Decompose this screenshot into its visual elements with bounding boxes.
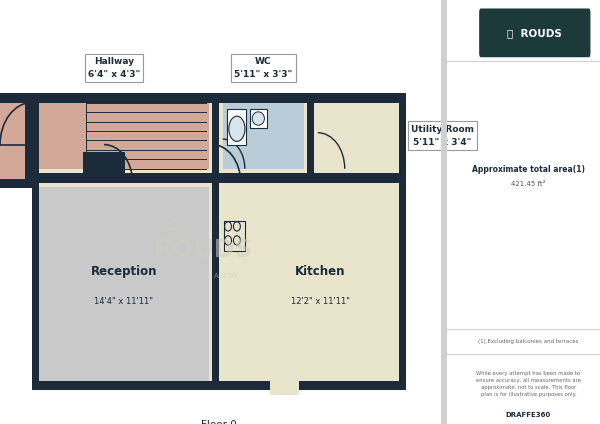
Bar [38,103,399,381]
Bar [270,381,299,395]
Text: 421.45 ft²: 421.45 ft² [511,181,546,187]
Text: Utility Room
5'11" x 3'4": Utility Room 5'11" x 3'4" [410,125,474,147]
Text: Hallway
6'4" x 4'3": Hallway 6'4" x 4'3" [88,57,140,79]
Bar [32,173,406,183]
FancyBboxPatch shape [479,8,590,57]
Text: Kitchen: Kitchen [295,265,346,278]
Text: DRAFFE360: DRAFFE360 [506,412,551,418]
Text: 12'2" x 11'11": 12'2" x 11'11" [291,296,350,306]
Bar [441,0,448,424]
Text: (1) Excluding balconies and terraces: (1) Excluding balconies and terraces [478,339,579,344]
Text: YOUR LOCAL AGENT: YOUR LOCAL AGENT [168,273,238,279]
Text: ROUDS: ROUDS [153,238,253,262]
Text: 14'4" x 11'11": 14'4" x 11'11" [94,296,153,306]
Bar [0,93,32,188]
Text: While every attempt has been made to
ensure accuracy, all measurements are
appro: While every attempt has been made to ens… [476,371,581,397]
Bar [224,221,245,251]
Bar [318,103,399,169]
Bar [307,93,314,178]
Bar [212,93,219,390]
Bar [0,103,25,179]
Text: Reception: Reception [91,265,157,278]
Text: WC
5'11" x 3'3": WC 5'11" x 3'3" [234,57,292,79]
Bar [223,187,399,381]
Text: Floor 0: Floor 0 [201,420,237,424]
Bar [227,109,247,145]
Bar [38,103,209,169]
Text: Ⓡ  ROUDS: Ⓡ ROUDS [508,28,562,38]
Bar [223,103,304,169]
Bar [32,93,406,390]
Bar [83,152,125,178]
Bar [170,229,178,237]
Bar [38,187,209,381]
Ellipse shape [252,112,265,125]
Ellipse shape [229,116,245,142]
Text: Approximate total area(1): Approximate total area(1) [472,165,585,174]
Bar [250,109,267,128]
